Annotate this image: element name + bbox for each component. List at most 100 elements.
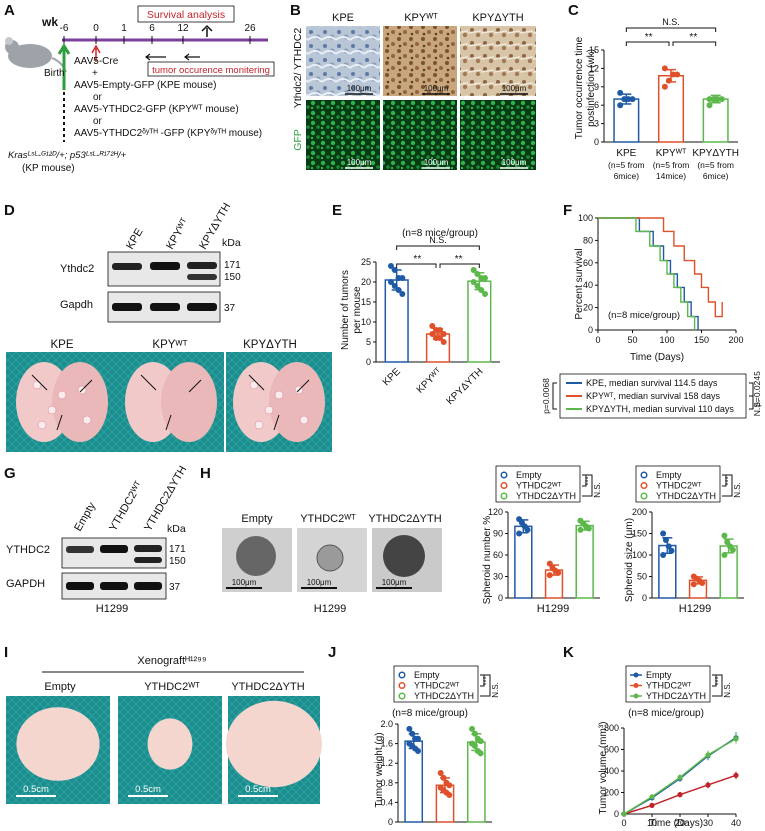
legend-label: Empty bbox=[516, 470, 542, 480]
legend-box bbox=[635, 465, 721, 503]
panel-i: I Xenograftᴴ¹²⁹⁹ Empty YTHDC2ᵂᵀ YTHDC2ΔY… bbox=[4, 644, 322, 804]
f-ns: N.S. bbox=[752, 400, 762, 417]
timeline-tick-label: -6 bbox=[60, 23, 69, 34]
data-point bbox=[440, 339, 447, 345]
data-point bbox=[721, 532, 728, 539]
col-label-kpy-wt: KPYᵂᵀ bbox=[404, 12, 438, 24]
legend-label: YTHDC2ΔYTH bbox=[414, 691, 474, 701]
panel-label-d: D bbox=[4, 202, 15, 219]
data-point bbox=[395, 287, 402, 293]
data-point bbox=[706, 102, 713, 109]
ihc-image-kpy-wt bbox=[383, 26, 457, 96]
scale-bar-label: 100μm bbox=[424, 158, 449, 167]
tumor-nodule bbox=[32, 380, 42, 390]
y-tick-label: 2.0 bbox=[380, 719, 393, 729]
col-label-kpy-dyth: KPYΔYTH bbox=[472, 12, 523, 24]
y-tick-label: 0 bbox=[498, 593, 503, 603]
band bbox=[187, 262, 217, 269]
data-point bbox=[429, 323, 436, 329]
data-point bbox=[391, 267, 398, 273]
gfp-image-kpy-wt bbox=[383, 100, 457, 170]
tumor-nodule bbox=[254, 420, 264, 430]
legend-label: YTHDC2ᵂᵀ bbox=[656, 481, 702, 491]
d-lung-label-kpy-wt: KPYᵂᵀ bbox=[152, 339, 187, 351]
bar-2 bbox=[575, 524, 594, 599]
f-legend-wt: KPYᵂᵀ, median survival 158 days bbox=[586, 391, 721, 401]
legend-label: YTHDC2ΔYTH bbox=[656, 491, 716, 501]
d-marker-150: 150 bbox=[224, 272, 241, 283]
legend-ns: N.S. bbox=[723, 682, 732, 698]
x-sub-label: 6mice) bbox=[614, 171, 640, 181]
y-tick-label: 100 bbox=[632, 550, 647, 560]
sig-label-ns: N.S. bbox=[429, 235, 447, 245]
panel-j: J (n=8 mice/group) Tumor weight (g) Empt… bbox=[328, 644, 500, 827]
tumor-nodule bbox=[264, 405, 274, 415]
timeline-tick-label: 1 bbox=[121, 23, 127, 34]
legend-marker bbox=[633, 693, 639, 699]
week-axis-label: wk bbox=[41, 15, 58, 29]
vector-wt-label: AAV5-YTHDC2-GFP (KPYᵂᵀ mouse) bbox=[74, 104, 239, 115]
x-tick-label: 50 bbox=[627, 335, 637, 345]
data-point bbox=[677, 774, 683, 781]
x-sub-label: (n=5 from bbox=[608, 160, 645, 170]
g-marker-150: 150 bbox=[169, 556, 186, 567]
panel-label-a: A bbox=[4, 2, 15, 19]
panel-label-e: E bbox=[332, 202, 342, 219]
tumor-nodule bbox=[47, 405, 57, 415]
e-ylabel-2: per mouse bbox=[352, 286, 363, 334]
data-point bbox=[577, 526, 584, 533]
y-tick-label: 20 bbox=[361, 277, 371, 287]
g-kda-label: kDa bbox=[167, 523, 186, 535]
x-tick-label: KPYΔYTH bbox=[692, 148, 739, 159]
band bbox=[112, 303, 142, 311]
i-col-empty: Empty bbox=[44, 681, 76, 693]
y-tick-label: 0 bbox=[588, 325, 593, 335]
legend-ns: N.S. bbox=[491, 682, 500, 698]
scale-bar-label: 100μm bbox=[502, 158, 527, 167]
data-point bbox=[409, 730, 416, 737]
sig-bracket bbox=[625, 41, 670, 46]
y-tick-label: 5 bbox=[366, 337, 371, 347]
tumor-arrow-icon bbox=[188, 379, 202, 393]
scale-bar-label: 100μm bbox=[347, 158, 372, 167]
data-point bbox=[705, 782, 711, 788]
f-note: (n=8 mice/group) bbox=[608, 310, 680, 321]
tumor-nodule bbox=[82, 415, 92, 425]
tumor-arrow-icon bbox=[140, 374, 157, 391]
d-kda-label: kDa bbox=[222, 237, 241, 249]
k-ylabel: Tumor volume (mm³) bbox=[598, 722, 609, 815]
legend-box bbox=[495, 465, 581, 503]
y-tick-label: 600 bbox=[604, 745, 619, 755]
x-sub-label: (n=5 from bbox=[697, 160, 734, 170]
kp-mouse-label: (KP mouse) bbox=[22, 163, 75, 174]
legend-sig: *** bbox=[724, 476, 733, 485]
f-bracket-right-2 bbox=[749, 395, 754, 410]
y-tick-label: 0.4 bbox=[380, 797, 393, 807]
y-tick-label: 100 bbox=[578, 213, 593, 223]
panel-label-b: B bbox=[290, 2, 301, 19]
band bbox=[150, 303, 180, 311]
y-tick-label: 0 bbox=[388, 817, 393, 827]
scale-bar-label: 100μm bbox=[307, 578, 332, 587]
x-tick-label: KPYᵂᵀ bbox=[415, 366, 445, 396]
data-point bbox=[470, 279, 477, 285]
panel-h: H Empty YTHDC2ᵂᵀ YTHDC2ΔYTH 100μm 100μm 10… bbox=[200, 465, 744, 615]
data-point bbox=[470, 267, 477, 273]
legend-ns: N.S. bbox=[593, 482, 602, 498]
up-arrow-icon bbox=[201, 24, 213, 37]
data-point bbox=[429, 331, 436, 337]
lung-right-lobe bbox=[269, 362, 325, 442]
tumor-arrow-icon bbox=[79, 379, 93, 393]
scale-bar-label: 100μm bbox=[232, 578, 257, 587]
c-ylabel-2: postinfection (wk) bbox=[586, 49, 597, 127]
y-tick-label: 200 bbox=[632, 507, 647, 517]
data-point bbox=[546, 572, 553, 579]
x-tick-label: 10 bbox=[647, 818, 657, 828]
data-point bbox=[546, 560, 553, 567]
tumor-nodule bbox=[274, 390, 284, 400]
y-tick-label: 20 bbox=[583, 303, 593, 313]
data-point bbox=[474, 271, 481, 277]
sig-bracket bbox=[439, 263, 480, 268]
data-point bbox=[477, 750, 484, 757]
